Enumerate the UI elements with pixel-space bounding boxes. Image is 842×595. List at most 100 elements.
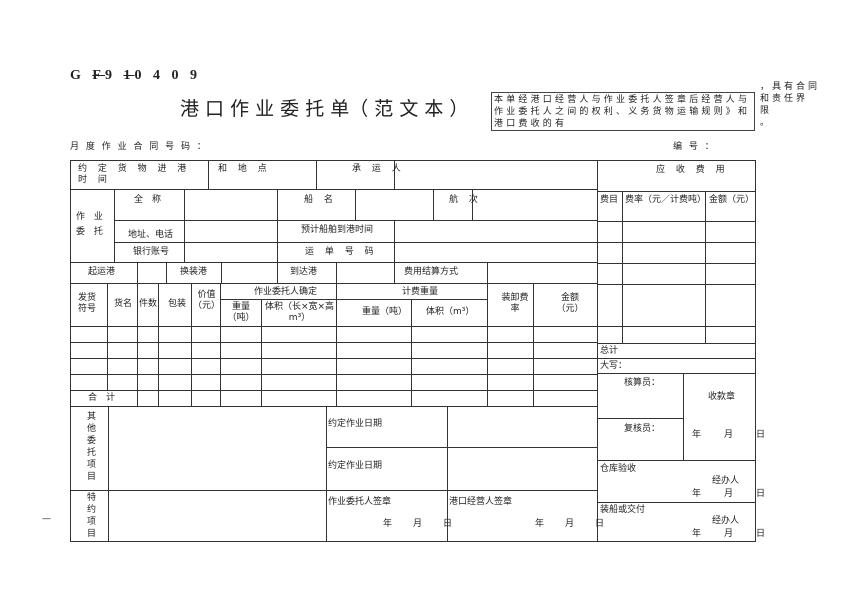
eta-label: 预计船舶到港时间 (301, 225, 374, 235)
grid-line (336, 283, 337, 407)
grid-line (70, 541, 756, 542)
grid-line (597, 343, 756, 344)
notice-side-2: 和责任界 (760, 94, 809, 104)
warehouse-handler: 经办人 (712, 476, 740, 486)
grid-line (277, 189, 278, 263)
receipt-date: 年 月 日 (692, 430, 773, 440)
dest-port-label: 到达港 (290, 267, 318, 277)
grid-line (705, 191, 706, 344)
grid-line (220, 299, 488, 300)
grid-line (597, 326, 756, 327)
col-mark: 发货符号 (78, 293, 97, 314)
grid-line (394, 262, 395, 284)
loading-date: 年 月 日 (692, 529, 773, 539)
grid-line (433, 189, 434, 221)
grid-line (597, 191, 756, 192)
notice-side-4: 。 (760, 118, 770, 128)
carrier-label: 承 运 人 (352, 164, 405, 174)
grid-line (355, 189, 356, 221)
waybill-label: 运 单 号 码 (305, 247, 378, 257)
receipt-seal-label: 收款章 (708, 392, 736, 402)
loading-handler: 经办人 (712, 516, 740, 526)
page-title: 港 口 作 业 委 托 单（ 范 文 本 ） (180, 98, 469, 120)
grid-line (114, 220, 598, 221)
col-bill-volume: 体积（m³） (426, 307, 475, 317)
grid-line (114, 189, 115, 263)
agreed-date-label-2: 约定作业日期 (328, 461, 383, 471)
grid-line (277, 262, 278, 284)
grid-line (326, 406, 327, 542)
col-billing-weight: 计费重量 (402, 287, 439, 297)
col-goods: 货名 (114, 299, 133, 309)
grid-line (70, 358, 598, 359)
col-pieces: 件数 (139, 299, 158, 309)
grid-line (70, 490, 598, 491)
grid-line (70, 262, 598, 263)
grid-line (70, 406, 598, 407)
full-name-label: 全 称 (134, 195, 162, 205)
checker-label: 核算员： (624, 378, 661, 388)
notice-side-1: ，具有合同 (760, 82, 821, 92)
grid-line (158, 283, 159, 407)
grid-line (683, 373, 684, 461)
transship-port-label: 换装港 (180, 267, 208, 277)
loading-label: 装船或交付 (600, 505, 646, 515)
warehouse-date: 年 月 日 (692, 489, 773, 499)
grid-line (487, 262, 488, 284)
grid-line (261, 299, 262, 407)
serial-no-label: 编 号 ： (673, 142, 716, 152)
grid-line (411, 299, 412, 407)
grid-line (597, 460, 756, 461)
origin-port-label: 起运港 (88, 267, 116, 277)
grid-line (70, 189, 598, 190)
contract-no-label: 月 度 作 业 合 同 号 码 ： (70, 142, 208, 152)
grid-line (597, 221, 756, 222)
footer-mark: — (42, 514, 51, 524)
address-phone-label: 地址、电话 (128, 230, 174, 240)
fees-title: 应 收 费 用 (656, 165, 729, 175)
and-place-label: 和 地 点 (218, 164, 271, 174)
grid-line (107, 283, 108, 391)
grid-line (114, 242, 598, 243)
grid-line (137, 262, 138, 284)
ship-name-label: 船 名 (304, 195, 337, 205)
grid-line (326, 447, 598, 448)
col-value: 价值（元） (193, 290, 221, 311)
grid-line (166, 262, 167, 284)
agreed-date-label-1: 约定作业日期 (328, 419, 383, 429)
grid-line (597, 502, 756, 503)
grid-line (316, 160, 317, 190)
grid-line (597, 284, 756, 285)
grid-line (597, 373, 756, 374)
grid-line (533, 283, 534, 407)
bank-account-label: 银行账号 (133, 247, 170, 257)
grid-line (597, 160, 598, 542)
fee-item-header: 费目 (600, 195, 619, 205)
grid-line (597, 242, 756, 243)
grid-line (70, 326, 598, 327)
grid-line (472, 189, 473, 221)
col-consignor-confirm: 作业委托人确定 (254, 287, 318, 297)
grid-line (622, 191, 623, 344)
grid-line (597, 263, 756, 264)
col-package: 包装 (168, 299, 187, 309)
grid-line (184, 189, 185, 263)
col-weight: 重量（吨） (227, 302, 255, 323)
grid-line (137, 283, 138, 407)
grid-line (221, 262, 222, 284)
col-volume-lwh: 体积（长×宽×高m³） (264, 302, 335, 323)
grid-line (108, 406, 109, 542)
grid-line (597, 418, 684, 419)
col-bill-weight: 重量（吨） (362, 307, 408, 317)
grid-line (394, 220, 395, 263)
consignor-sign-date: 年 月 日 (383, 519, 459, 529)
voyage-label: 航 次 (449, 195, 482, 205)
grid-line (447, 406, 448, 542)
fee-amount-header: 金额（元） (709, 195, 755, 205)
notice-side-3: 限 (760, 106, 770, 116)
grid-line (70, 374, 598, 375)
grid-line (220, 283, 221, 407)
operator-sign-date: 年 月 日 (535, 519, 611, 529)
total-label: 合 计 (88, 393, 116, 403)
